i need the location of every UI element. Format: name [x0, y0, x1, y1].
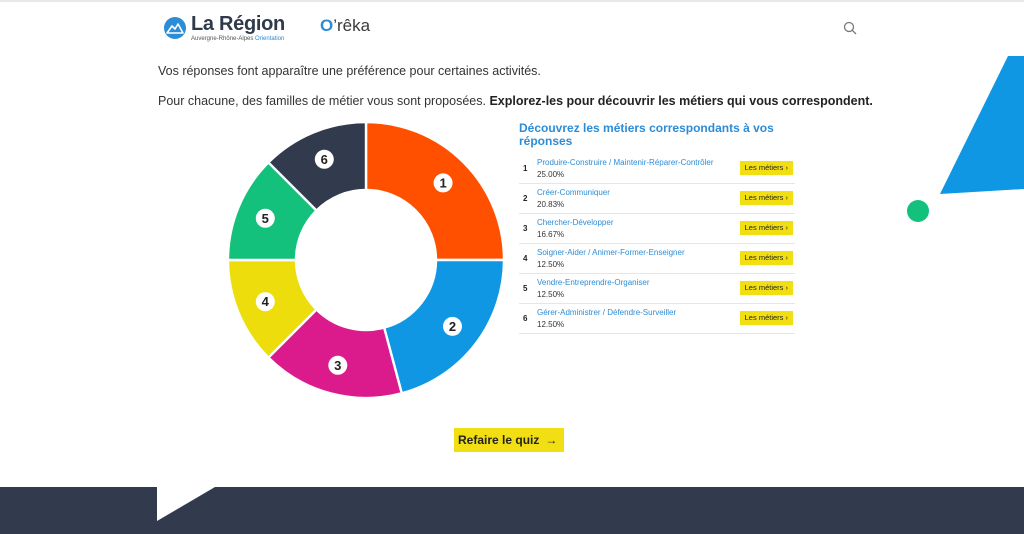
slice-label: 1 [439, 175, 446, 190]
chevron-right-icon: › [785, 313, 789, 322]
slice-label: 2 [449, 319, 456, 334]
result-percentage: 20.83% [537, 200, 565, 209]
slice-label-badge [314, 149, 334, 169]
decor-speech-bubble [157, 487, 215, 521]
results-donut-chart: 1 2 3 4 5 6 [226, 120, 506, 400]
region-logo-icon [164, 17, 186, 39]
result-family-link[interactable]: Soigner-Aider / Animer-Former-Enseigner [537, 248, 685, 257]
chevron-right-icon: › [785, 163, 789, 172]
donut-slice-6 [266, 120, 368, 213]
result-row: 3 Chercher-Développer 16.67% Les métiers › [519, 214, 795, 244]
logo-title: La Région [191, 13, 285, 35]
les-metiers-button[interactable]: Les métiers › [739, 221, 793, 235]
result-rank: 4 [523, 254, 528, 263]
search-icon[interactable] [843, 21, 857, 35]
les-metiers-button[interactable]: Les métiers › [739, 191, 793, 205]
slice-label: 3 [334, 358, 341, 373]
result-percentage: 12.50% [537, 320, 565, 329]
les-metiers-button[interactable]: Les métiers › [739, 251, 793, 265]
footer [0, 487, 1024, 534]
intro-text-1: Vos réponses font apparaître une préfére… [158, 64, 541, 78]
result-percentage: 25.00% [537, 170, 565, 179]
chevron-right-icon: › [785, 193, 789, 202]
result-rank: 6 [523, 314, 528, 323]
decor-green-dot [907, 200, 929, 222]
decor-blue-triangle [940, 56, 1024, 194]
slice-label: 5 [262, 211, 269, 226]
donut-slice-1 [364, 120, 506, 262]
result-family-link[interactable]: Vendre-Entreprendre-Organiser [537, 278, 650, 287]
result-row: 5 Vendre-Entreprendre-Organiser 12.50% Les … [519, 274, 795, 304]
logo-subtitle: Auvergne-Rhône-Alpes Orientation [191, 36, 285, 42]
result-percentage: 12.50% [537, 260, 565, 269]
result-rank: 3 [523, 224, 528, 233]
intro-text-2: Pour chacune, des familles de métier vou… [158, 94, 873, 108]
slice-label-badge [255, 208, 275, 228]
result-row: 4 Soigner-Aider / Animer-Former-Enseigner… [519, 244, 795, 274]
result-rank: 1 [523, 164, 528, 173]
result-family-link[interactable]: Gérer-Administrer / Défendre-Surveiller [537, 308, 677, 317]
result-rank: 5 [523, 284, 528, 293]
slice-label: 4 [262, 294, 270, 309]
result-family-link[interactable]: Produire-Construire / Maintenir-Réparer-… [537, 158, 714, 167]
slice-label: 6 [321, 152, 328, 167]
region-logo[interactable]: La Région Auvergne-Rhône-Alpes Orientati… [164, 14, 285, 42]
top-border [0, 0, 1024, 2]
result-family-link[interactable]: Chercher-Développer [537, 218, 614, 227]
result-row: 6 Gérer-Administrer / Défendre-Surveiller… [519, 304, 795, 334]
les-metiers-button[interactable]: Les métiers › [739, 311, 793, 325]
result-row: 1 Produire-Construire / Maintenir-Réparer… [519, 154, 795, 184]
result-row: 2 Créer-Communiquer 20.83% Les métiers › [519, 184, 795, 214]
les-metiers-button[interactable]: Les métiers › [739, 281, 793, 295]
results-title: Découvrez les métiers correspondants à v… [519, 121, 774, 148]
arrow-right-icon: → [545, 433, 558, 447]
slice-label-badge [328, 355, 348, 375]
result-percentage: 16.67% [537, 230, 565, 239]
retake-quiz-button[interactable]: Refaire le quiz → [454, 428, 565, 452]
result-rank: 2 [523, 194, 528, 203]
slice-label-badge [433, 173, 453, 193]
chevron-right-icon: › [785, 283, 789, 292]
chevron-right-icon: › [785, 223, 789, 232]
result-percentage: 12.50% [537, 290, 565, 299]
oreka-logo[interactable]: O’rêka [320, 16, 371, 35]
les-metiers-button[interactable]: Les métiers › [739, 161, 793, 175]
slice-label-badge [442, 316, 462, 336]
slice-label-badge [255, 292, 275, 312]
chevron-right-icon: › [785, 253, 789, 262]
results-panel: Découvrez les métiers correspondants à v… [519, 122, 795, 334]
result-family-link[interactable]: Créer-Communiquer [537, 188, 610, 197]
